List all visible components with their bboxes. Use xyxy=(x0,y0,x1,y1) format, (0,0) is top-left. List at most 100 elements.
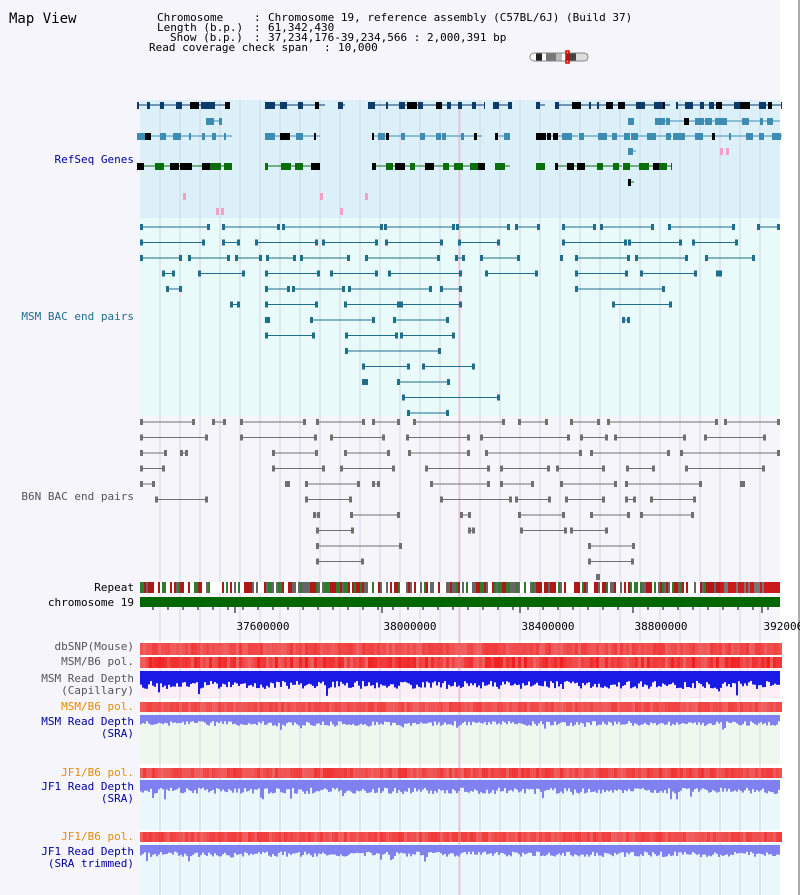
jf1-pol-heat xyxy=(647,768,650,778)
msm-depth-cap-bar xyxy=(322,671,324,682)
jf1-depth-bar xyxy=(396,780,398,793)
msm-depth-cap-bar xyxy=(166,671,168,689)
msm-b6-pol-2-heat xyxy=(368,702,371,712)
b6n-bac-pair-end xyxy=(140,481,143,487)
msm-bac-pair-end xyxy=(345,348,348,354)
track-label-jf1-pol-2[interactable]: JF1/B6 pol. xyxy=(61,830,134,843)
msm-b6-pol-2-heat xyxy=(194,702,197,712)
msm-depth-cap-bar xyxy=(670,671,672,685)
repeat-mark xyxy=(148,582,150,593)
track-label-jf1-trim[interactable]: JF1 Read Depth xyxy=(41,845,134,858)
jf1-depth-bar xyxy=(552,780,554,790)
jf1-pol-heat xyxy=(551,768,554,778)
track-label-jf1-pol[interactable]: JF1/B6 pol. xyxy=(61,766,134,779)
repeat-mark xyxy=(146,582,148,593)
track-label-dbsnp[interactable]: dbSNP(Mouse) xyxy=(54,640,134,653)
jf1-depth-bar xyxy=(158,780,160,790)
msm-b6-pol-2-heat xyxy=(425,702,428,712)
repeat-mark xyxy=(296,582,298,593)
jf1-trim-depth-bar xyxy=(692,845,694,852)
repeat-mark xyxy=(190,582,192,593)
jf1-pol-2-heat xyxy=(776,832,779,842)
dbsnp-heat xyxy=(548,643,551,655)
msm-bac-pair-end xyxy=(562,239,565,246)
msm-b6-pol-heat xyxy=(614,657,617,668)
jf1-pol-heat xyxy=(179,768,182,778)
msm-b6-pol-heat xyxy=(521,657,524,668)
dbsnp-heat xyxy=(755,643,758,655)
msm-depth-sra-bar xyxy=(468,715,470,722)
jf1-pol-heat xyxy=(170,768,173,778)
msm-bac-pair-end xyxy=(517,255,520,261)
gene-exon xyxy=(734,102,741,109)
msm-depth-cap-bar xyxy=(178,671,180,687)
msm-depth-sra-bar xyxy=(406,715,408,724)
jf1-depth-bar xyxy=(230,780,232,791)
msm-b6-pol-heat xyxy=(359,657,362,668)
msm-depth-sra-bar xyxy=(350,715,352,726)
dbsnp-heat xyxy=(443,643,446,655)
ideogram-highlight[interactable] xyxy=(565,50,570,64)
jf1-pol-2-heat xyxy=(554,832,557,842)
msm-b6-pol-heat xyxy=(527,657,530,668)
msm-b6-pol-2-heat xyxy=(260,702,263,712)
jf1-pol-2-heat xyxy=(641,832,644,842)
track-label-msm-b6-pol[interactable]: MSM/B6 pol. xyxy=(61,655,134,668)
msm-bac-pair-end xyxy=(459,270,462,277)
jf1-pol-heat xyxy=(698,768,701,778)
msm-depth-sra-bar xyxy=(662,715,664,724)
msm-bac-pair-end xyxy=(437,255,440,261)
track-label-jf1-depth[interactable]: JF1 Read Depth xyxy=(41,780,134,793)
msm-b6-pol-2-heat xyxy=(512,702,515,712)
msm-depth-sra-bar xyxy=(604,715,606,724)
msm-depth-sra-bar xyxy=(526,715,528,726)
jf1-trim-depth-bar xyxy=(246,845,248,854)
jf1-depth-bar xyxy=(360,780,362,791)
msm-depth-cap-bar xyxy=(352,671,354,688)
track-label-msm-b6-pol-2[interactable]: MSM/B6 pol. xyxy=(61,700,134,713)
jf1-pol-2-heat xyxy=(359,832,362,842)
dbsnp-heat xyxy=(758,643,761,655)
jf1-pol-2-heat xyxy=(698,832,701,842)
jf1-pol-2-heat xyxy=(590,832,593,842)
dbsnp-heat xyxy=(266,643,269,655)
jf1-depth-bar xyxy=(492,780,494,791)
repeat-mark xyxy=(696,582,698,593)
track-label-b6n-bac[interactable]: B6N BAC end pairs xyxy=(21,490,134,503)
msm-depth-sra-bar xyxy=(528,715,530,725)
track-label-refseq[interactable]: RefSeq Genes xyxy=(54,153,134,166)
msm-depth-sra-bar xyxy=(196,715,198,724)
track-label-msm-depth-cap[interactable]: MSM Read Depth xyxy=(41,672,134,685)
msm-depth-cap-bar xyxy=(566,671,568,681)
msm-b6-pol-2-heat xyxy=(590,702,593,712)
jf1-depth-bar xyxy=(506,780,508,794)
msm-depth-sra-bar xyxy=(624,715,626,725)
jf1-trim-depth-bar xyxy=(432,845,434,854)
msm-bac-pair-end xyxy=(438,348,441,354)
gene-exon xyxy=(401,133,405,140)
msm-b6-pol-heat xyxy=(698,657,701,668)
jf1-pol-2-heat xyxy=(170,832,173,842)
track-label-msm-bac[interactable]: MSM BAC end pairs xyxy=(21,310,134,323)
repeat-mark xyxy=(650,582,652,593)
msm-b6-pol-heat xyxy=(251,657,254,668)
msm-depth-sra-bar xyxy=(496,715,498,725)
repeat-mark xyxy=(272,582,274,593)
msm-depth-cap-bar xyxy=(486,671,488,686)
repeat-mark xyxy=(362,582,364,593)
gene-exon xyxy=(265,163,268,170)
msm-depth-cap-bar xyxy=(346,671,348,683)
track-label-msm-depth-sra[interactable]: MSM Read Depth xyxy=(41,715,134,728)
msm-b6-pol-heat xyxy=(704,657,707,668)
repeat-mark xyxy=(392,582,394,593)
msm-b6-pol-2-heat xyxy=(335,702,338,712)
msm-depth-sra-bar xyxy=(552,715,554,726)
dbsnp-heat xyxy=(470,643,473,655)
msm-b6-pol-heat xyxy=(569,657,572,668)
jf1-depth-bar xyxy=(720,780,722,788)
msm-b6-pol-2-heat xyxy=(413,702,416,712)
jf1-pol-2-heat xyxy=(224,832,227,842)
jf1-pol-heat xyxy=(752,768,755,778)
jf1-depth-bar xyxy=(364,780,366,791)
dbsnp-heat xyxy=(554,643,557,655)
